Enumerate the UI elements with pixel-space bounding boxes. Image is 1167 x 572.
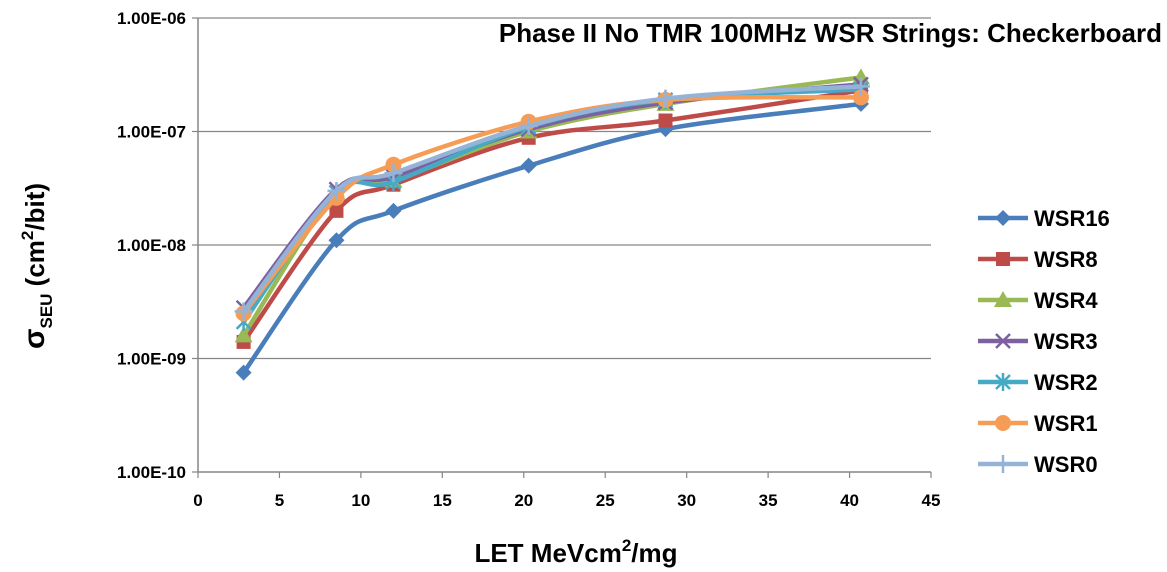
data-point [328,232,345,249]
series-line [241,94,864,316]
x-tick-label: 40 [840,491,859,510]
legend-marker [995,333,1011,349]
x-tick-label: 35 [759,491,778,510]
y-axis-label: σSEU (cm2/bit) [18,183,56,349]
legend-label: WSR3 [1034,329,1098,354]
x-tick-label: 5 [275,491,284,510]
series-line [241,84,864,314]
data-point [519,116,538,135]
data-point [384,164,403,183]
legend-label: WSR2 [1034,370,1098,395]
legend: WSR16 WSR8 WSR4 WSR3 WSR2 WSR1 WSR0 [978,206,1110,477]
y-tick-label: 1.00E-06 [117,9,186,28]
data-point [234,302,253,321]
legend-label: WSR4 [1034,288,1098,313]
x-tick-label: 20 [514,491,533,510]
legend-marker [995,373,1011,391]
x-tick-label: 0 [193,491,202,510]
legend-item: WSR8 [978,247,1098,272]
legend-item: WSR1 [978,411,1098,436]
y-axis-label-rest: /bit) [20,183,50,231]
data-point [235,364,252,381]
series-layer [234,68,870,381]
axes [197,18,931,473]
x-axis-label-rest: /mg [631,538,677,568]
series-wsr0 [234,77,870,321]
legend-label: WSR8 [1034,247,1098,272]
legend-item: WSR3 [978,329,1098,354]
y-tick-label: 1.00E-09 [117,350,186,369]
x-axis-label-main: LET MeVcm [474,538,621,568]
x-tick-label: 15 [433,491,452,510]
data-point [658,113,673,128]
y-axis-label-sigma: σ [18,329,51,350]
x-tick-label: 10 [351,491,370,510]
legend-label: WSR16 [1034,206,1110,231]
x-axis-label: LET MeVcm2/mg [474,536,677,568]
legend-marker [996,252,1010,266]
y-tick-labels: 1.00E-10 1.00E-09 1.00E-08 1.00E-07 1.00E-06 [117,9,186,482]
x-tick-label: 25 [596,491,615,510]
legend-marker [994,291,1012,307]
x-tick-label: 45 [922,491,941,510]
x-axis-label-sup: 2 [622,536,631,555]
legend-label: WSR0 [1034,452,1098,477]
x-tick-labels: 0 5 10 15 20 25 30 35 40 45 [193,491,940,510]
data-point [234,326,253,343]
y-axis-label-sub: SEU [37,294,56,329]
data-point [852,89,869,106]
legend-item: WSR0 [978,452,1098,477]
y-axis-label-sup: 2 [18,231,37,240]
data-point [329,203,344,218]
legend-item: WSR4 [978,288,1098,313]
data-point [851,77,870,96]
legend-marker [995,210,1011,226]
data-point [656,89,675,108]
series-line [241,101,864,375]
legend-item: WSR16 [978,206,1110,231]
legend-item: WSR2 [978,370,1098,395]
y-tick-label: 1.00E-08 [117,236,186,255]
legend-marker [994,455,1012,473]
series-line [241,88,864,345]
y-axis-label-main: (cm [20,240,50,293]
legend-label: WSR1 [1034,411,1098,436]
series-wsr1 [235,89,869,322]
y-tick-label: 1.00E-07 [117,123,186,142]
data-point [520,157,537,174]
y-tick-label: 1.00E-10 [117,463,186,482]
legend-marker [995,415,1011,431]
data-point [385,202,402,219]
x-tick-label: 30 [677,491,696,510]
chart-title: Phase II No TMR 100MHz WSR Strings: Chec… [499,18,1162,48]
series-wsr16 [235,95,869,381]
data-point [327,181,346,200]
